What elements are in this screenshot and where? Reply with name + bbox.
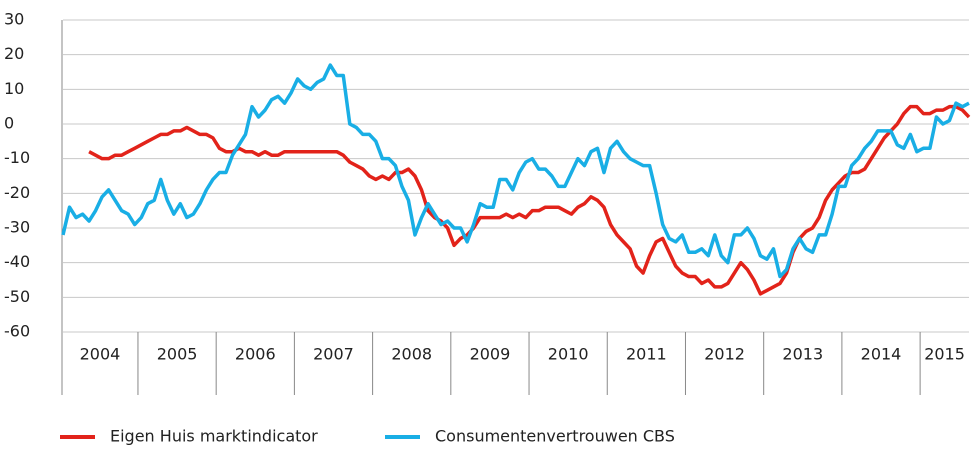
x-tick-label: 2009 <box>470 345 511 364</box>
x-tick-label: 2008 <box>391 345 432 364</box>
legend-label: Consumentenvertrouwen CBS <box>435 427 675 446</box>
y-tick-label: -60 <box>4 322 30 341</box>
y-tick-label: -50 <box>4 287 30 306</box>
x-tick-label: 2004 <box>80 345 121 364</box>
y-tick-label: 30 <box>4 10 24 29</box>
legend-label: Eigen Huis marktindicator <box>110 427 318 446</box>
series-line <box>61 63 970 279</box>
y-tick-label: -10 <box>4 148 30 167</box>
x-tick-label: 2010 <box>548 345 589 364</box>
y-tick-label: -20 <box>4 183 30 202</box>
x-tick-label: 2014 <box>861 345 902 364</box>
y-tick-label: -40 <box>4 252 30 271</box>
x-tick-label: 2015 <box>924 345 965 364</box>
x-tick-label: 2012 <box>704 345 745 364</box>
x-tick-label: 2007 <box>313 345 354 364</box>
y-tick-label: 10 <box>4 79 24 98</box>
x-tick-label: 2011 <box>626 345 667 364</box>
x-tick-label: 2005 <box>157 345 198 364</box>
x-tick-label: 2006 <box>235 345 276 364</box>
y-tick-label: -30 <box>4 218 30 237</box>
y-tick-label: 0 <box>4 114 14 133</box>
x-tick-label: 2013 <box>782 345 823 364</box>
y-tick-label: 20 <box>4 44 24 63</box>
